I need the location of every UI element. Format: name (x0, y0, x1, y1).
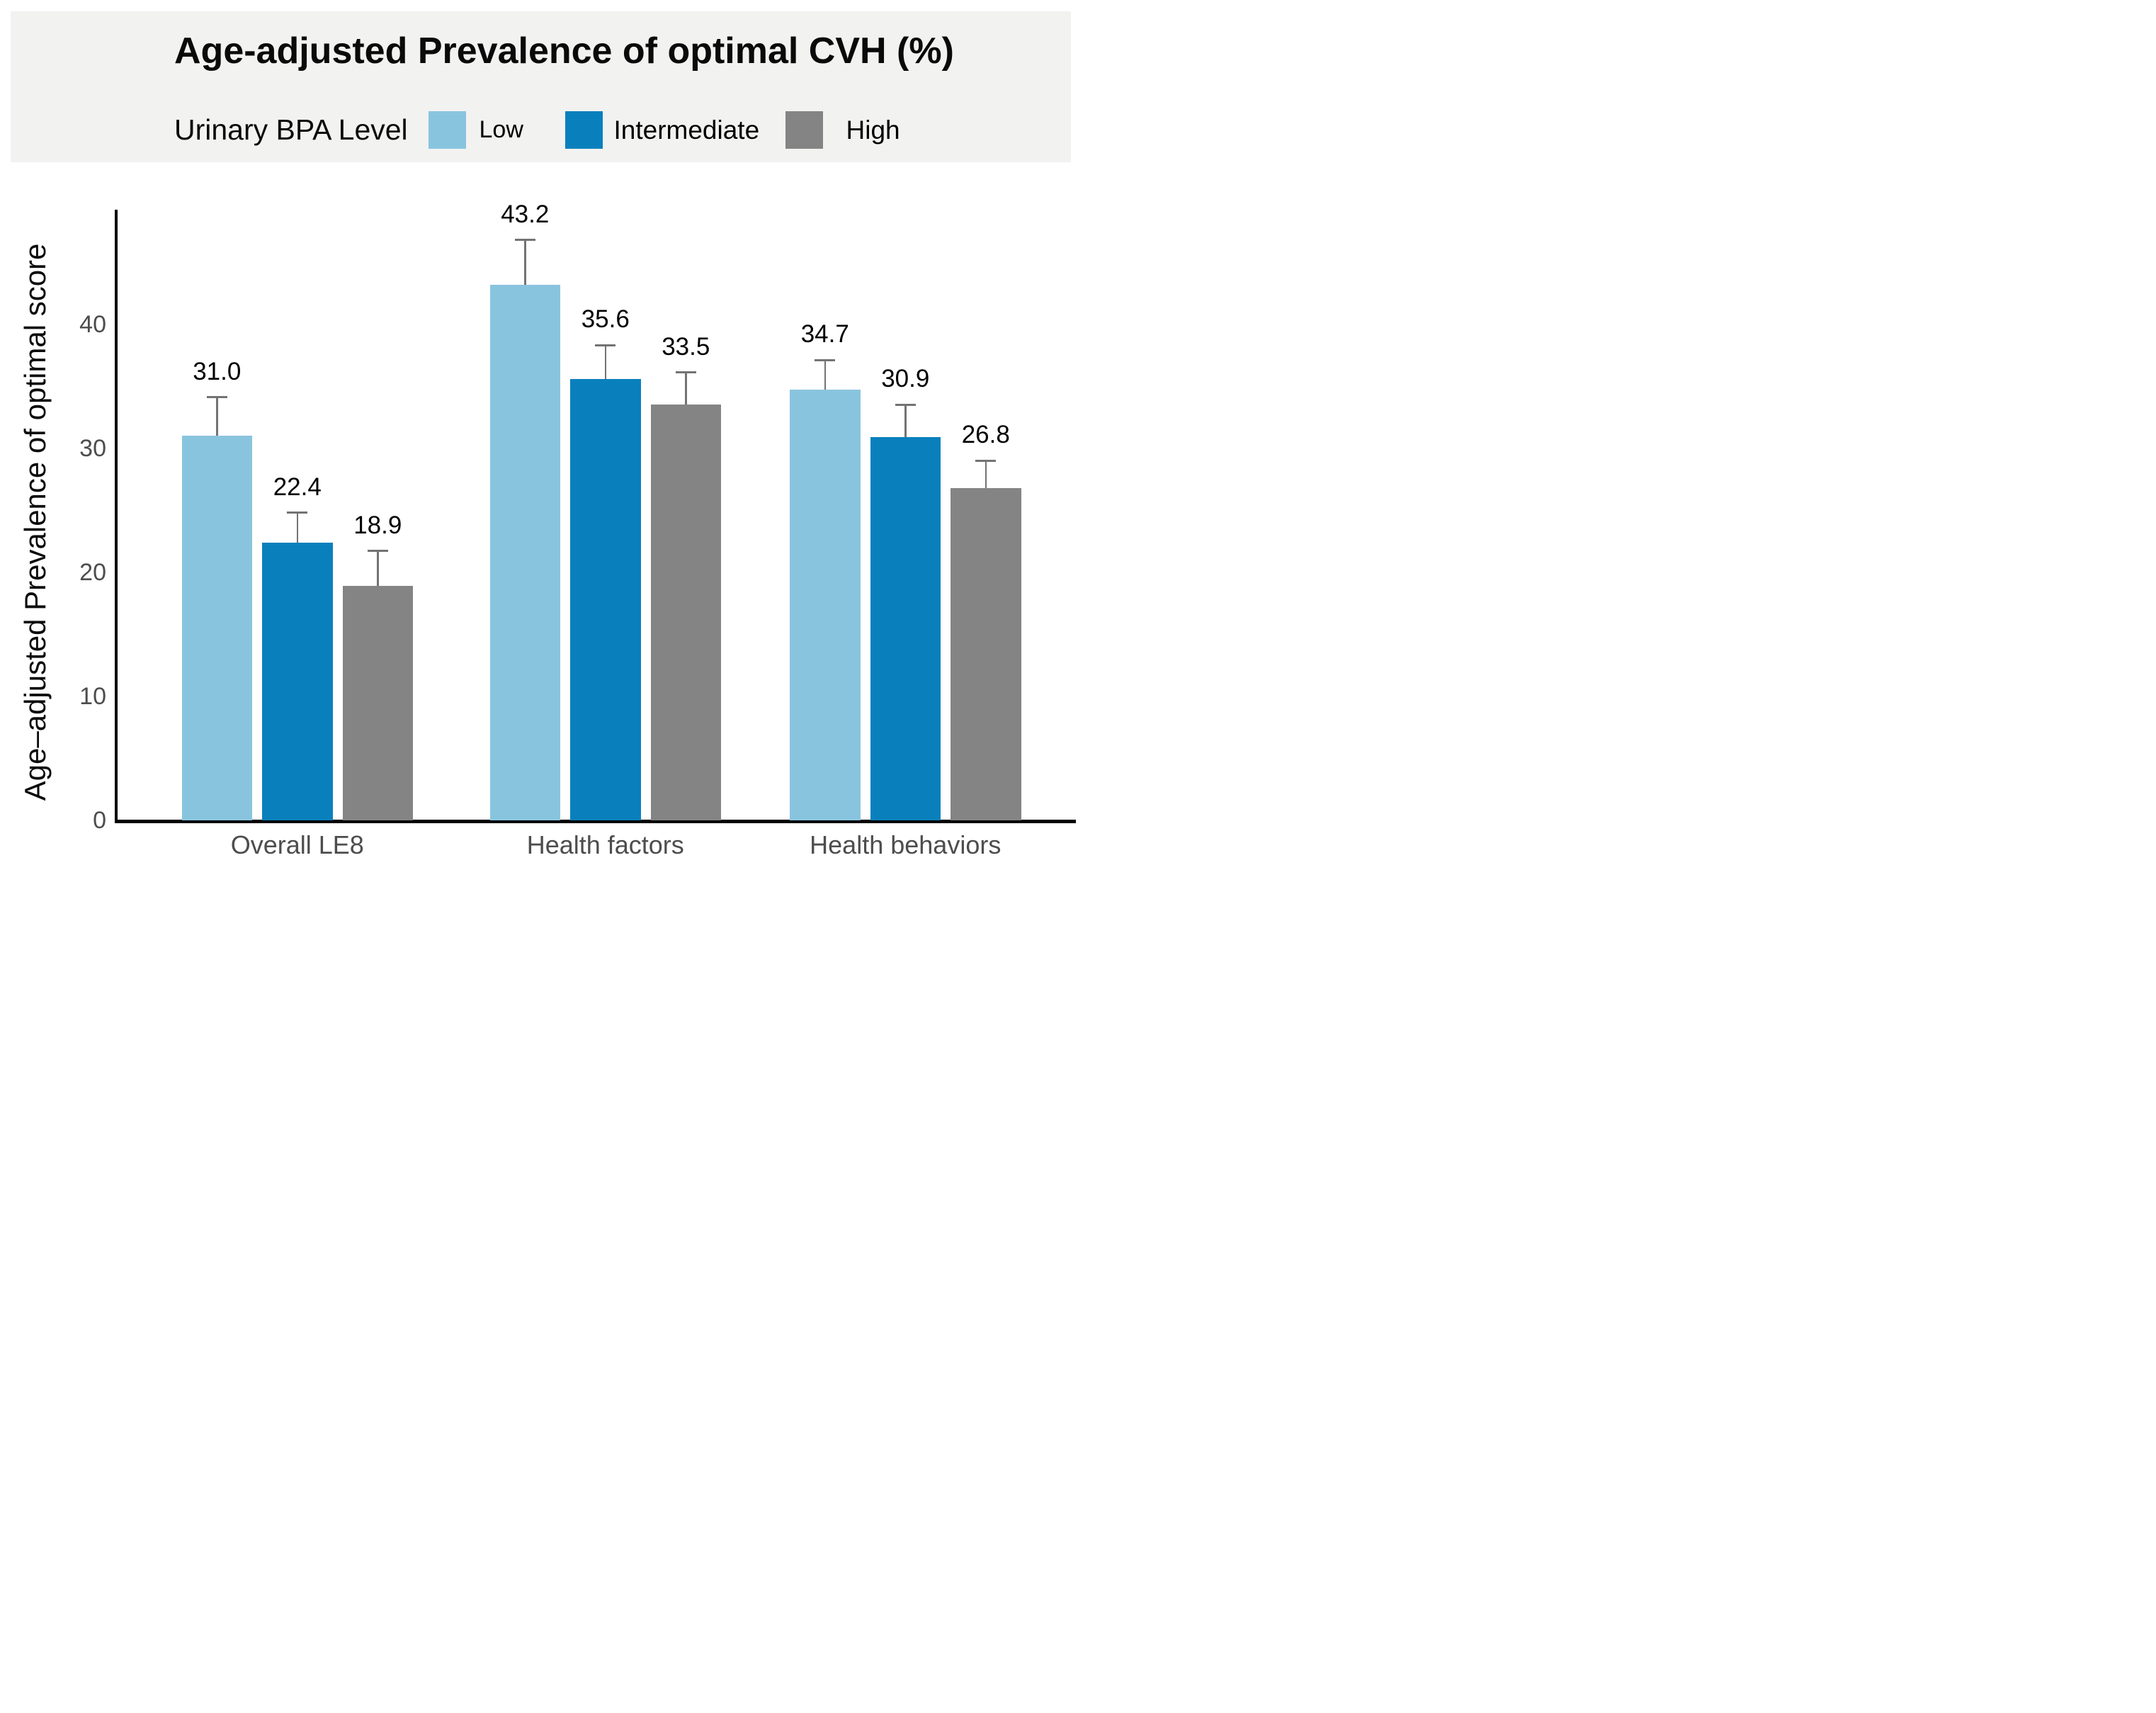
bar-value-label: 26.8 (961, 421, 1010, 448)
error-bar-stem (604, 345, 606, 379)
bar-low-health-behaviors (790, 390, 861, 820)
error-bar-stem (377, 550, 379, 586)
bar-value-label: 33.5 (662, 332, 710, 361)
error-bar-cap (367, 550, 388, 553)
bar-value-label: 35.6 (581, 305, 630, 334)
error-bar-cap (675, 371, 696, 374)
y-axis-tick-label: 30 (79, 434, 106, 462)
bar-intermediate-health-behaviors (870, 436, 941, 820)
bar-low-overall-le8 (181, 436, 252, 820)
error-bar-stem (216, 397, 218, 436)
legend-swatch-low (429, 111, 466, 149)
error-bar-stem (985, 460, 987, 488)
error-bar-cap (815, 358, 836, 361)
x-axis-category-label: Health behaviors (810, 830, 1002, 856)
bar-high-health-factors (650, 405, 721, 820)
error-bar-stem (685, 372, 687, 405)
error-bar-cap (514, 239, 535, 241)
legend-title: Urinary BPA Level (174, 113, 408, 146)
bar-value-label: 31.0 (193, 357, 242, 385)
bar-intermediate-overall-le8 (262, 542, 333, 820)
chart-header-band: Age-adjusted Prevalence of optimal CVH (… (11, 11, 1071, 162)
y-axis-tick-label: 40 (79, 310, 106, 338)
y-axis-tick-label: 10 (79, 682, 106, 710)
bar-low-health-factors (489, 284, 560, 820)
x-axis-category-label: Health factors (526, 830, 684, 856)
legend-label-high: High (846, 115, 900, 145)
bar-value-label: 22.4 (273, 473, 322, 501)
x-axis-line (115, 820, 1076, 823)
y-axis-line (115, 210, 118, 823)
error-bar-stem (824, 360, 826, 390)
bar-value-label: 34.7 (800, 320, 849, 349)
legend-label-low: Low (479, 116, 523, 143)
legend-swatch-high (785, 111, 823, 149)
bar-value-label: 43.2 (501, 200, 550, 228)
legend-label-intermediate: Intermediate (613, 115, 760, 145)
error-bar-cap (595, 344, 616, 346)
x-axis-category-label: Overall LE8 (230, 830, 364, 856)
y-axis-tick-label: 20 (79, 558, 106, 586)
error-bar-stem (296, 512, 298, 543)
bar-value-label: 30.9 (881, 365, 930, 393)
error-bar-cap (287, 511, 308, 514)
y-axis-tick-label: 0 (93, 806, 106, 834)
bar-intermediate-health-factors (570, 378, 641, 820)
bar-value-label: 18.9 (353, 511, 402, 539)
figure: Age-adjusted Prevalence of optimal CVH (… (0, 0, 1078, 856)
error-bar-cap (895, 403, 916, 406)
error-bar-cap (206, 396, 227, 399)
error-bar-stem (524, 239, 526, 285)
legend-swatch-intermediate (564, 111, 603, 149)
error-bar-stem (904, 405, 907, 437)
chart-title: Age-adjusted Prevalence of optimal CVH (… (174, 30, 954, 72)
bar-high-health-behaviors (951, 487, 1021, 820)
error-bar-cap (975, 459, 997, 462)
bar-high-overall-le8 (342, 585, 413, 820)
